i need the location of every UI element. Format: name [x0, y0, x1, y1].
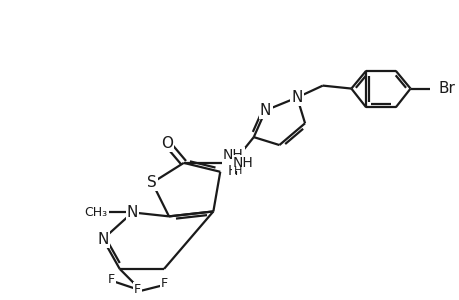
Text: N: N — [259, 103, 271, 118]
Text: Br: Br — [437, 81, 454, 96]
Text: N: N — [291, 90, 302, 105]
Text: O: O — [161, 136, 173, 151]
Text: F: F — [108, 273, 115, 286]
Text: CH₃: CH₃ — [84, 206, 107, 219]
Text: F: F — [134, 283, 141, 296]
Text: NH
H: NH H — [222, 148, 243, 178]
Text: H: H — [234, 166, 242, 176]
Text: N: N — [127, 205, 138, 220]
Text: S: S — [147, 175, 157, 190]
Text: N: N — [97, 232, 108, 247]
Text: F: F — [160, 277, 167, 290]
Text: NH: NH — [233, 156, 253, 170]
